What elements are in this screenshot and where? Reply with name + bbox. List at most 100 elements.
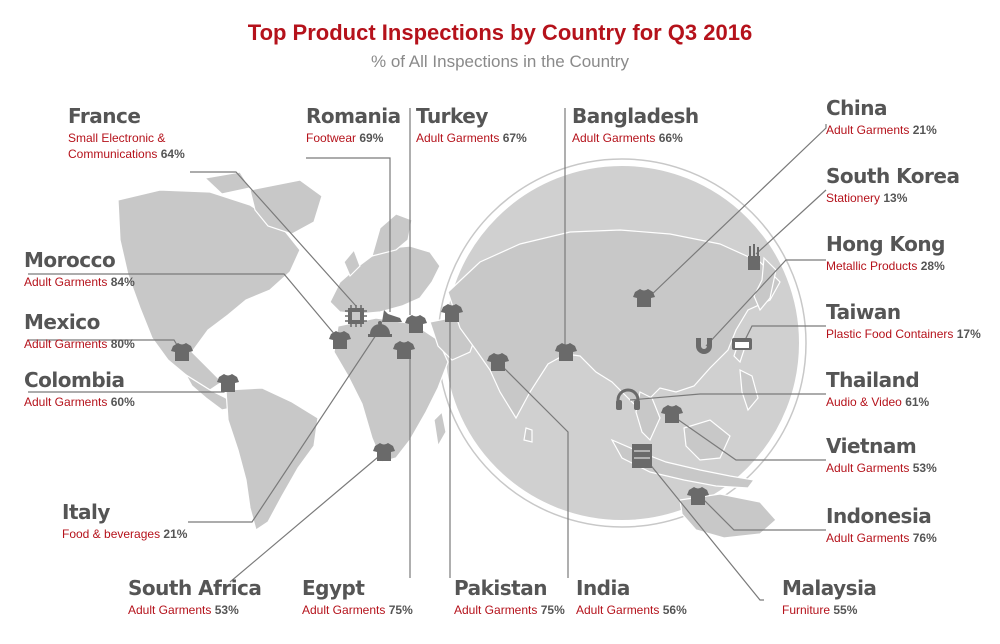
country-name: Bangladesh bbox=[572, 104, 699, 128]
label-india: India Adult Garments 56% bbox=[576, 576, 687, 618]
country-name: Thailand bbox=[826, 368, 920, 392]
label-colombia: Colombia Adult Garments 60% bbox=[24, 368, 135, 410]
leader-line-south-africa bbox=[229, 451, 385, 583]
product-name: Audio & Video bbox=[826, 395, 902, 409]
label-south-korea: South Korea Stationery 13% bbox=[826, 164, 960, 206]
label-indonesia: Indonesia Adult Garments 76% bbox=[826, 504, 937, 546]
percentage: 17% bbox=[956, 327, 981, 341]
country-name: Italy bbox=[62, 500, 110, 524]
product-name: Adult Garments bbox=[826, 531, 910, 545]
percentage: 56% bbox=[662, 603, 687, 617]
leader-line-malaysia bbox=[639, 451, 764, 601]
circuit-chip-icon bbox=[345, 305, 367, 327]
product-name: Adult Garments bbox=[24, 395, 108, 409]
label-morocco: Morocco Adult Garments 84% bbox=[24, 248, 135, 290]
product-name: Adult Garments bbox=[826, 461, 910, 475]
leader-line-taiwan bbox=[743, 325, 826, 343]
label-hong-kong: Hong Kong Metallic Products 28% bbox=[826, 232, 945, 274]
product-name: Adult Garments bbox=[576, 603, 660, 617]
drawer-cabinet-icon bbox=[632, 444, 652, 468]
percentage: 75% bbox=[540, 603, 565, 617]
country-name: India bbox=[576, 576, 630, 600]
label-france: France Small Electronic & Communications… bbox=[68, 104, 208, 162]
country-name: Morocco bbox=[24, 248, 116, 272]
product-name: Small Electronic & Communications bbox=[68, 131, 166, 161]
percentage: 75% bbox=[388, 603, 413, 617]
percentage: 60% bbox=[110, 395, 135, 409]
pencil-cup-icon bbox=[748, 244, 760, 270]
label-turkey: Turkey Adult Garments 67% bbox=[416, 104, 527, 146]
product-name: Food & beverages bbox=[62, 527, 161, 541]
country-name: Mexico bbox=[24, 310, 100, 334]
country-name: South Korea bbox=[826, 164, 960, 188]
product-name: Adult Garments bbox=[128, 603, 212, 617]
product-name: Footwear bbox=[306, 131, 357, 145]
magnet-icon bbox=[696, 338, 712, 354]
country-name: Turkey bbox=[416, 104, 488, 128]
percentage: 64% bbox=[160, 147, 185, 161]
label-malaysia: Malaysia Furniture 55% bbox=[782, 576, 877, 618]
percentage: 67% bbox=[502, 131, 527, 145]
product-name: Adult Garments bbox=[826, 123, 910, 137]
country-name: Colombia bbox=[24, 368, 125, 392]
product-name: Plastic Food Containers bbox=[826, 327, 954, 341]
country-name: Egypt bbox=[302, 576, 365, 600]
leader-line-india bbox=[495, 359, 569, 578]
product-name: Adult Garments bbox=[572, 131, 656, 145]
label-taiwan: Taiwan Plastic Food Containers 17% bbox=[826, 300, 981, 342]
leader-line-romania bbox=[306, 157, 391, 312]
leader-lines bbox=[28, 108, 827, 601]
leader-line-china bbox=[647, 124, 827, 299]
percentage: 61% bbox=[905, 395, 930, 409]
percentage: 66% bbox=[658, 131, 683, 145]
product-icons bbox=[171, 244, 760, 505]
label-egypt: Egypt Adult Garments 75% bbox=[302, 576, 413, 618]
leader-line-thailand bbox=[629, 393, 826, 401]
leader-line-morocco bbox=[28, 273, 337, 337]
product-name: Metallic Products bbox=[826, 259, 918, 273]
percentage: 28% bbox=[920, 259, 945, 273]
country-name: China bbox=[826, 96, 888, 120]
product-name: Adult Garments bbox=[416, 131, 500, 145]
product-name: Adult Garments bbox=[454, 603, 538, 617]
country-name: Hong Kong bbox=[826, 232, 945, 256]
food-cloche-icon bbox=[368, 321, 392, 337]
percentage: 53% bbox=[912, 461, 937, 475]
label-italy: Italy Food & beverages 21% bbox=[62, 500, 187, 542]
country-name: South Africa bbox=[128, 576, 262, 600]
headphones-icon bbox=[616, 388, 640, 410]
percentage: 76% bbox=[912, 531, 937, 545]
label-romania: Romania Footwear 69% bbox=[306, 104, 401, 146]
country-name: Pakistan bbox=[454, 576, 547, 600]
leader-line-france bbox=[190, 171, 357, 307]
product-name: Furniture bbox=[782, 603, 831, 617]
leader-line-south-korea bbox=[755, 189, 827, 255]
percentage: 21% bbox=[163, 527, 188, 541]
leader-line-indonesia bbox=[699, 495, 826, 531]
leader-line-hong-kong bbox=[705, 259, 826, 347]
country-name: France bbox=[68, 104, 141, 128]
high-heel-shoe-icon bbox=[382, 310, 402, 322]
country-name: Malaysia bbox=[782, 576, 877, 600]
product-name: Stationery bbox=[826, 191, 881, 205]
chart-title: Top Product Inspections by Country for Q… bbox=[247, 20, 753, 45]
label-thailand: Thailand Audio & Video 61% bbox=[826, 368, 929, 410]
leader-line-vietnam bbox=[669, 413, 826, 461]
chart-subtitle: % of All Inspections in the Country bbox=[371, 52, 629, 71]
percentage: 69% bbox=[359, 131, 384, 145]
product-name: Adult Garments bbox=[24, 275, 108, 289]
country-name: Indonesia bbox=[826, 504, 932, 528]
label-mexico: Mexico Adult Garments 80% bbox=[24, 310, 135, 352]
percentage: 21% bbox=[912, 123, 937, 137]
country-name: Vietnam bbox=[826, 434, 917, 458]
country-name: Romania bbox=[306, 104, 401, 128]
leader-line-italy bbox=[188, 325, 383, 523]
percentage: 80% bbox=[110, 337, 135, 351]
product-name: Adult Garments bbox=[24, 337, 108, 351]
country-name: Taiwan bbox=[826, 300, 901, 324]
percentage: 53% bbox=[214, 603, 239, 617]
label-china: China Adult Garments 21% bbox=[826, 96, 937, 138]
product-name: Adult Garments bbox=[302, 603, 386, 617]
food-container-icon bbox=[732, 338, 752, 350]
